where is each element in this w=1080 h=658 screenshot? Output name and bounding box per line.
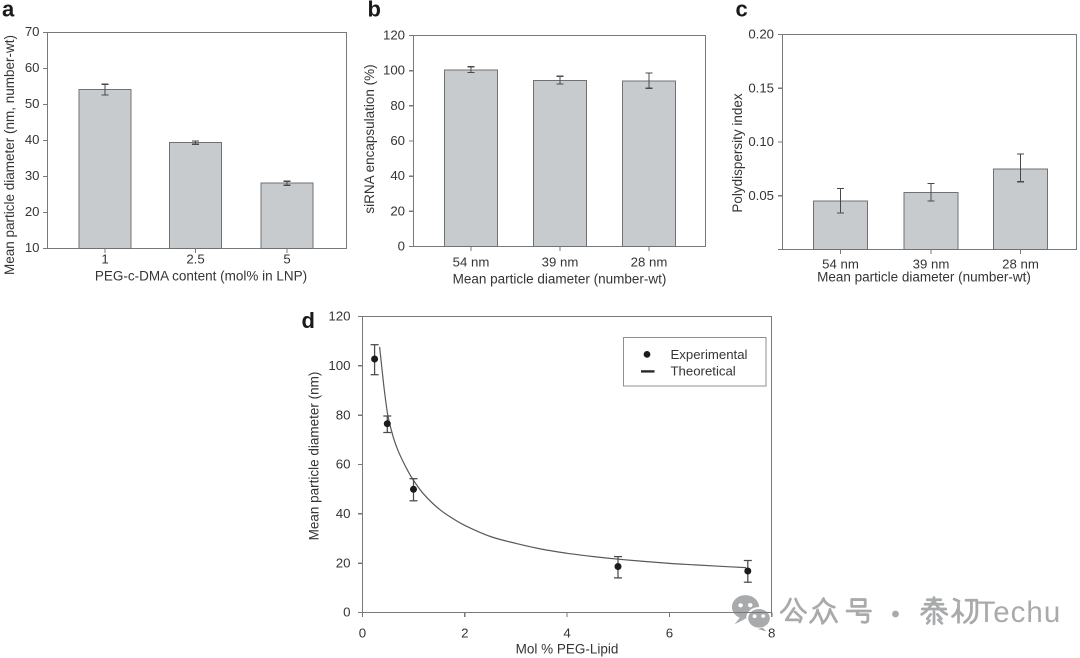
svg-text:Mean particle diameter (number: Mean particle diameter (number-wt) xyxy=(817,270,1031,285)
svg-text:b: b xyxy=(368,0,381,21)
svg-text:siRNA encapsulation (%): siRNA encapsulation (%) xyxy=(362,64,377,213)
svg-text:Polydispersity index: Polydispersity index xyxy=(730,93,745,213)
svg-text:54 nm: 54 nm xyxy=(822,256,859,271)
svg-text:5: 5 xyxy=(283,252,290,267)
svg-text:80: 80 xyxy=(390,98,405,113)
svg-text:Mean particle diameter (number: Mean particle diameter (number-wt) xyxy=(453,271,667,286)
svg-text:Experimental: Experimental xyxy=(671,347,748,362)
svg-text:60: 60 xyxy=(390,133,405,148)
svg-text:28 nm: 28 nm xyxy=(631,254,668,269)
svg-text:20: 20 xyxy=(25,204,40,219)
svg-text:Techu: Techu xyxy=(978,596,1062,629)
svg-text:0.15: 0.15 xyxy=(748,80,774,95)
svg-text:2: 2 xyxy=(461,625,468,640)
svg-text:2.5: 2.5 xyxy=(186,252,204,267)
svg-text:120: 120 xyxy=(328,309,350,324)
svg-text:Mean particle diameter (nm, nu: Mean particle diameter (nm, number-wt) xyxy=(2,35,17,275)
svg-text:6: 6 xyxy=(666,625,673,640)
svg-text:70: 70 xyxy=(25,24,40,39)
svg-text:10: 10 xyxy=(25,240,40,255)
svg-text:40: 40 xyxy=(336,506,351,521)
svg-text:0: 0 xyxy=(343,605,350,620)
svg-text:0.10: 0.10 xyxy=(748,134,774,149)
svg-text:PEG-c-DMA content (mol% in LNP: PEG-c-DMA content (mol% in LNP) xyxy=(95,269,307,284)
svg-text:120: 120 xyxy=(383,28,405,43)
svg-text:d: d xyxy=(302,308,315,333)
svg-text:1: 1 xyxy=(101,252,108,267)
svg-text:40: 40 xyxy=(25,132,40,147)
svg-text:Mean particle diameter (nm): Mean particle diameter (nm) xyxy=(307,372,322,541)
svg-text:54 nm: 54 nm xyxy=(453,254,490,269)
svg-text:60: 60 xyxy=(336,457,351,472)
svg-text:0: 0 xyxy=(359,625,366,640)
svg-text:4: 4 xyxy=(563,625,570,640)
svg-text:Theoretical: Theoretical xyxy=(671,364,736,379)
svg-text:60: 60 xyxy=(25,60,40,75)
svg-text:Mol % PEG-Lipid: Mol % PEG-Lipid xyxy=(516,642,619,657)
svg-text:80: 80 xyxy=(336,407,351,422)
svg-text:50: 50 xyxy=(25,96,40,111)
svg-text:20: 20 xyxy=(390,203,405,218)
svg-text:30: 30 xyxy=(25,168,40,183)
svg-text:20: 20 xyxy=(336,555,351,570)
svg-text:8: 8 xyxy=(768,625,775,640)
svg-text:28 nm: 28 nm xyxy=(1002,256,1039,271)
svg-text:c: c xyxy=(736,0,748,21)
svg-text:100: 100 xyxy=(383,63,405,78)
svg-text:100: 100 xyxy=(328,358,350,373)
svg-text:0.05: 0.05 xyxy=(748,188,774,203)
svg-text:0.20: 0.20 xyxy=(748,27,774,42)
svg-text:39 nm: 39 nm xyxy=(542,254,579,269)
svg-text:40: 40 xyxy=(390,168,405,183)
svg-text:39 nm: 39 nm xyxy=(913,256,950,271)
svg-text:0: 0 xyxy=(398,239,405,254)
svg-text:a: a xyxy=(2,0,15,21)
